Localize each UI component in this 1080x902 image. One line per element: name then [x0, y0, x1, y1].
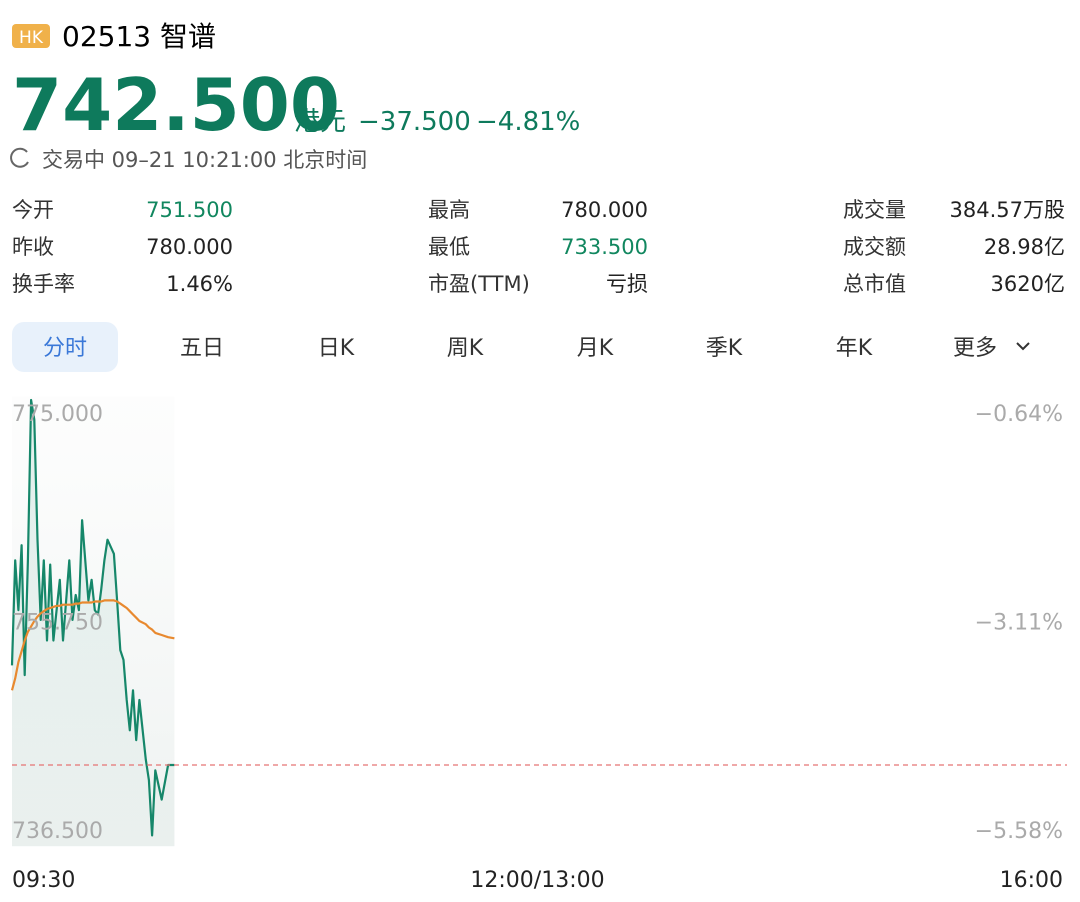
tab[interactable]: 日K — [318, 336, 355, 361]
average-line — [10, 599, 175, 691]
tab-active-bg[interactable] — [12, 322, 118, 372]
change-pct: −4.81% — [476, 107, 580, 137]
x-tick-label: 09:30 — [12, 868, 75, 893]
stat-value: 780.000 — [561, 198, 648, 222]
stat-value: 384.57万股 — [950, 198, 1065, 222]
stat-value: 28.98亿 — [984, 235, 1065, 259]
stat-label: 成交量 — [843, 198, 906, 222]
y2-tick-label: −0.64% — [975, 402, 1063, 427]
y-tick-label: 736.500 — [12, 819, 103, 844]
change: −37.500 — [358, 107, 471, 137]
x-tick-label: 12:00/13:00 — [470, 868, 604, 893]
stat-label: 成交额 — [843, 235, 906, 259]
y2-tick-label: −5.58% — [975, 819, 1063, 844]
chart: 775.000 755.750 736.500 −0.64% −3.11% −5.58% 0… — [10, 396, 1067, 893]
tab[interactable]: 季K — [706, 336, 743, 361]
tab[interactable]: 五日 — [180, 336, 224, 361]
stock-code: 02513 — [62, 20, 151, 53]
market-badge — [12, 24, 50, 48]
stat-value: 1.46% — [166, 272, 233, 296]
stat-value: 751.500 — [146, 198, 233, 222]
currency: 港元 — [294, 107, 346, 137]
stat-label: 最高 — [428, 198, 470, 222]
stock-name: 智谱 — [160, 20, 216, 53]
stat-value: 亏损 — [606, 272, 648, 296]
status: 交易中 09–21 10:21:00 北京时间 — [42, 148, 367, 172]
tab[interactable]: 年K — [836, 336, 873, 361]
market: HK — [19, 28, 44, 48]
tab[interactable]: 周K — [447, 336, 484, 361]
stat-value: 780.000 — [146, 235, 233, 259]
x-tick-label: 16:00 — [1000, 868, 1063, 893]
y2-tick-label: −3.11% — [975, 611, 1063, 636]
stat-label: 换手率 — [12, 272, 75, 296]
tab[interactable]: 月K — [577, 336, 614, 361]
price: 742.500 — [12, 63, 340, 147]
stat-label: 今开 — [12, 198, 54, 222]
tabs: 分时 五日 日K 周K 月K 季K 年K 更多 — [12, 322, 1030, 372]
stat-label: 最低 — [428, 235, 470, 259]
price-line — [10, 398, 175, 837]
stat-label: 昨收 — [12, 235, 54, 259]
stat-value: 733.500 — [561, 235, 648, 259]
chevron[interactable] — [1016, 342, 1030, 351]
status-icon — [10, 147, 29, 168]
price-area — [12, 400, 175, 847]
y-tick-label: 775.000 — [12, 402, 103, 427]
tab[interactable]: 分时 — [43, 336, 87, 361]
stat-label: 市盈(TTM) — [428, 272, 530, 296]
y-tick-label: 755.750 — [12, 611, 103, 636]
stat-label: 总市值 — [843, 272, 906, 296]
tab[interactable]: 更多 — [953, 336, 997, 361]
stat-value: 3620亿 — [991, 272, 1065, 296]
